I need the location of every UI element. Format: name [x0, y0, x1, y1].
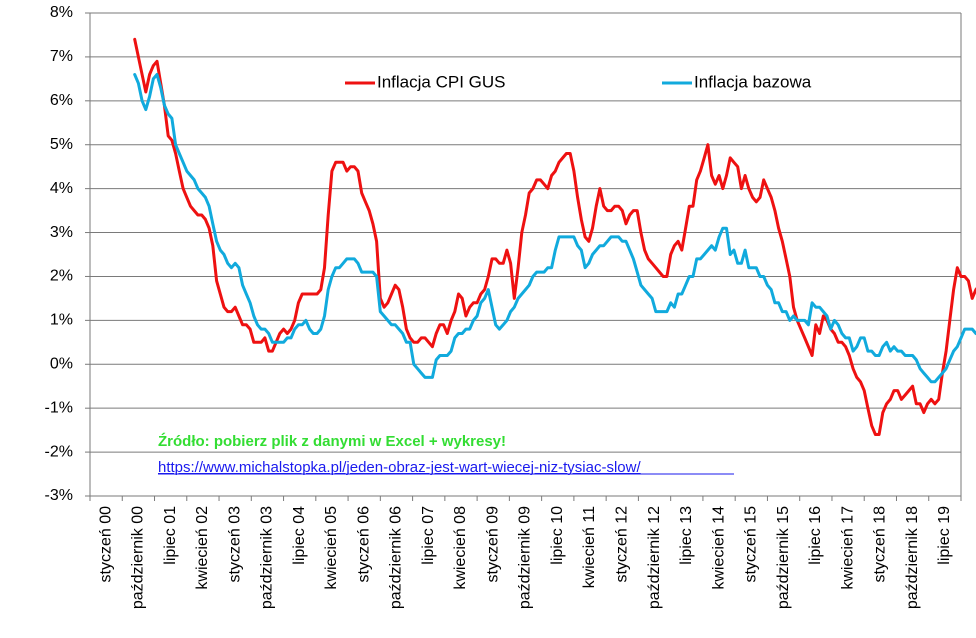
x-tick-label: kwiecień 14 — [710, 506, 727, 590]
x-tick-label: październik 00 — [130, 506, 147, 609]
x-tick-label: październik 18 — [904, 506, 921, 609]
x-tick-label: kwiecień 08 — [452, 506, 469, 590]
y-tick-labels: 8% 7% 6% 5% 4% 3% 2% 1% 0% -1% -2% -3% — [45, 4, 73, 504]
x-tick-label: lipiec 07 — [420, 506, 437, 565]
y-tick-label: 3% — [50, 224, 73, 241]
x-tick-label: kwiecień 02 — [194, 506, 211, 590]
x-tick-label: styczeń 15 — [743, 506, 760, 583]
x-tick-label: styczeń 12 — [613, 506, 630, 583]
y-tick-label: 8% — [50, 4, 73, 21]
x-tick-label: lipiec 19 — [936, 506, 953, 565]
gridlines — [90, 12, 961, 497]
x-tick-label: kwiecień 05 — [323, 506, 340, 590]
x-tick-label: lipiec 16 — [807, 506, 824, 565]
y-tick-label: 4% — [50, 180, 73, 197]
x-tick-label: styczeń 09 — [484, 506, 501, 583]
x-tick-label: styczeń 03 — [226, 506, 243, 583]
source-link[interactable]: https://www.michalstopka.pl/jeden-obraz-… — [158, 459, 641, 476]
y-tick-label: 1% — [50, 312, 73, 329]
y-tick-label: 2% — [50, 268, 73, 285]
legend-label-core: Inflacja bazowa — [694, 72, 812, 91]
legend-label-cpi: Inflacja CPI GUS — [377, 72, 506, 91]
x-tick-labels: styczeń 00 październik 00 lipiec 01 kwiecie… — [97, 506, 953, 609]
series-line-core — [133, 73, 976, 384]
series-lines — [133, 37, 976, 436]
x-tick-label: lipiec 13 — [678, 506, 695, 565]
series-line-cpi — [133, 37, 976, 436]
x-tick-label: lipiec 04 — [291, 506, 308, 565]
legend: Inflacja CPI GUS Inflacja bazowa — [345, 72, 812, 91]
x-tick-label: styczeń 00 — [97, 506, 114, 583]
y-tick-label: -3% — [45, 487, 73, 504]
y-tick-label: 0% — [50, 355, 73, 372]
y-tick-label: 5% — [50, 136, 73, 153]
x-tick-label: kwiecień 17 — [839, 506, 856, 590]
y-tick-label: -2% — [45, 443, 73, 460]
x-tick-label: styczeń 06 — [355, 506, 372, 583]
x-tick-label: lipiec 01 — [162, 506, 179, 565]
x-tick-label: styczeń 18 — [872, 506, 889, 583]
x-tick-label: lipiec 10 — [549, 506, 566, 565]
x-tick-label: październik 15 — [775, 506, 792, 609]
y-tick-label: 6% — [50, 92, 73, 109]
source-label: Źródło: pobierz plik z danymi w Excel + … — [158, 433, 506, 450]
x-tick-label: październik 03 — [259, 506, 276, 609]
x-tick-label: październik 12 — [646, 506, 663, 609]
x-tick-label: październik 06 — [388, 506, 405, 609]
y-tick-label: 7% — [50, 48, 73, 65]
x-tick-label: kwiecień 11 — [581, 506, 598, 589]
y-tick-label: -1% — [45, 399, 73, 416]
axes — [85, 12, 962, 501]
x-tick-label: październik 09 — [517, 506, 534, 609]
